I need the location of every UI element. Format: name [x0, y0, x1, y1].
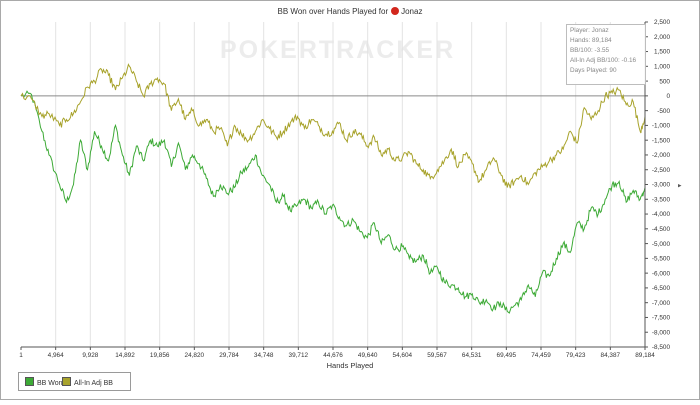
- series-line-all-in-adj-bb: [20, 63, 646, 189]
- x-tick-label: 24,820: [185, 352, 205, 359]
- y-tick-label: -4,500: [652, 226, 671, 233]
- x-tick-label: 9,928: [82, 352, 98, 359]
- y-tick-label: 1,000: [654, 64, 670, 71]
- grid-lines: [21, 22, 645, 347]
- x-tick-label: 14,892: [115, 352, 135, 359]
- x-axis-label: Hands Played: [326, 361, 374, 370]
- y-tick-label: -5,000: [652, 241, 671, 248]
- x-tick-label: 89,184: [635, 352, 655, 359]
- legend-swatch-bb-won: [25, 377, 34, 386]
- y-tick-label: -2,000: [652, 152, 671, 159]
- y-tick-label: -3,000: [652, 182, 671, 189]
- y-tick-label: -8,500: [652, 344, 671, 351]
- y-tick-label: -1,000: [652, 123, 671, 130]
- y-tick-label: -7,500: [652, 315, 671, 322]
- y-tick-label: 0: [666, 93, 670, 100]
- y-tick-label: -7,000: [652, 300, 671, 307]
- x-tick-label: 74,459: [531, 352, 551, 359]
- y-tick-label: -3,500: [652, 196, 671, 203]
- series-line-bb-won: [20, 90, 646, 314]
- x-tick-label: 29,784: [219, 352, 239, 359]
- y-tick-label: 500: [659, 78, 670, 85]
- chart-title-player: Jonaz: [401, 7, 423, 16]
- x-tick-label: 79,423: [566, 352, 586, 359]
- info-days: Days Played: 90: [570, 67, 617, 74]
- y-tick-label: 1,500: [654, 49, 670, 56]
- chart-title: BB Won over Hands Played for Jonaz: [0, 7, 700, 16]
- x-tick-label: 54,604: [393, 352, 413, 359]
- x-tick-label: 44,676: [323, 352, 343, 359]
- y-axis-marker-icon: ▸: [678, 183, 682, 190]
- x-tick-label: 64,531: [462, 352, 482, 359]
- axes: 1 4,964 9,928 14,892 19,856 24,820 29,784 34,74…: [19, 19, 682, 359]
- chart-title-text: BB Won over Hands Played for: [277, 7, 389, 16]
- legend-label-all-in-adj-bb: All-In Adj BB: [74, 380, 113, 387]
- x-tick-label: 1: [19, 352, 23, 359]
- y-tick-label: -8,000: [652, 329, 671, 336]
- info-allin-adj: All-In Adj BB/100: -0.16: [570, 57, 637, 64]
- y-tick-label: 2,000: [654, 34, 670, 41]
- poker-chip-icon: [391, 7, 400, 15]
- x-tick-label: 69,495: [497, 352, 517, 359]
- player-info-box: Player: Jonaz Hands: 89,184 BB/100: -3.5…: [566, 24, 646, 85]
- legend-item-bb-won[interactable]: BB Won: [25, 377, 63, 387]
- x-tick-label: 39,712: [289, 352, 309, 359]
- x-tick-label: 4,964: [48, 352, 64, 359]
- legend-label-bb-won: BB Won: [37, 380, 63, 387]
- x-tick-label: 34,748: [254, 352, 274, 359]
- series-lines: [20, 63, 646, 314]
- x-tick-label: 84,387: [601, 352, 621, 359]
- y-tick-label: -4,000: [652, 211, 671, 218]
- info-hands: Hands: 89,184: [570, 37, 612, 44]
- legend: BB Won All-In Adj BB: [18, 372, 131, 391]
- y-tick-label: 2,500: [654, 19, 670, 26]
- y-tick-label: -6,500: [652, 285, 671, 292]
- y-tick-label: -2,500: [652, 167, 671, 174]
- info-player: Player: Jonaz: [570, 27, 609, 34]
- y-tick-label: -5,500: [652, 256, 671, 263]
- x-tick-label: 59,567: [427, 352, 447, 359]
- y-tick-label: -6,000: [652, 270, 671, 277]
- legend-swatch-all-in-adj-bb: [62, 377, 71, 386]
- y-tick-label: -500: [657, 108, 670, 115]
- y-tick-label: -1,500: [652, 137, 671, 144]
- watermark-logo: POKERTRACKER: [220, 36, 456, 64]
- info-bb100: BB/100: -3.55: [570, 47, 610, 54]
- legend-item-all-in-adj-bb[interactable]: All-In Adj BB: [62, 377, 113, 387]
- x-tick-label: 19,856: [150, 352, 170, 359]
- x-tick-label: 49,640: [358, 352, 378, 359]
